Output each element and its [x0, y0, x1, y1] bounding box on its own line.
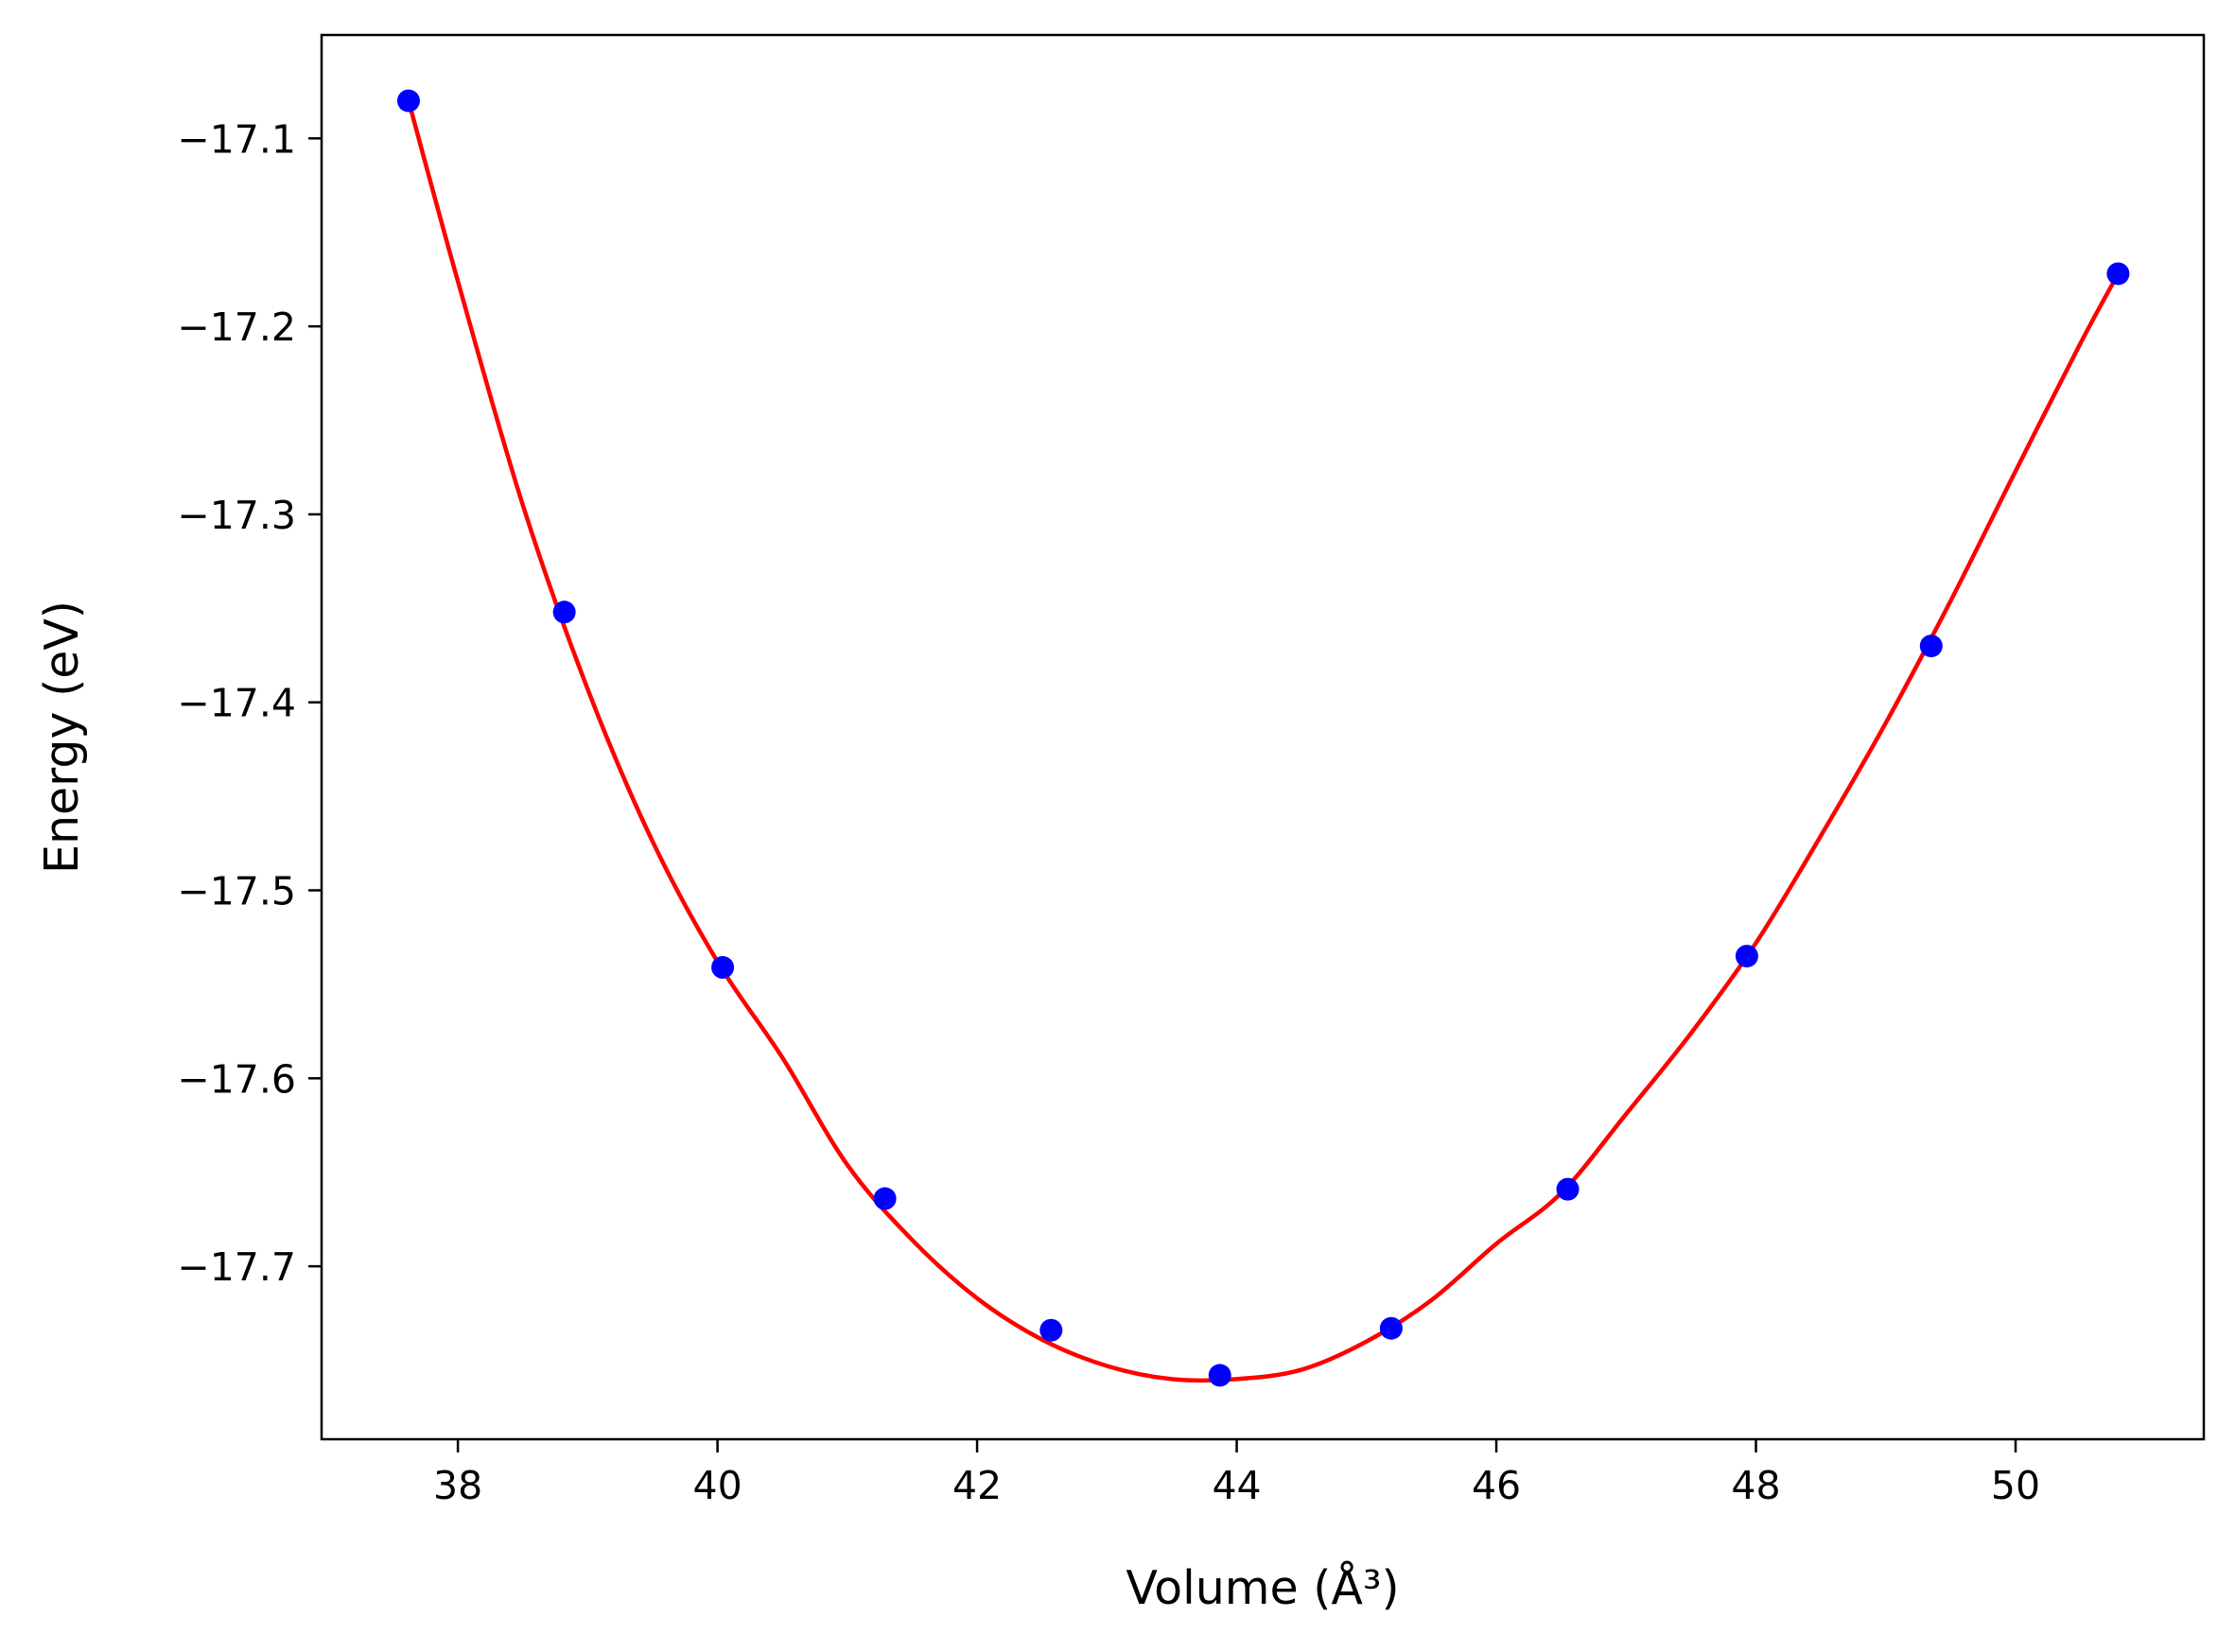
x-tick-label: 50 [1991, 1463, 2040, 1508]
y-axis-title: Energy (eV) [35, 600, 89, 874]
y-tick-label: −17.7 [177, 1244, 296, 1290]
plot-frame [320, 33, 2206, 1441]
x-tick-label: 42 [952, 1463, 1002, 1508]
data-point [1208, 1364, 1231, 1387]
fit-curve-line [406, 98, 2121, 1383]
data-point [711, 956, 735, 980]
x-axis-ticks: 38 40 42 44 46 48 50 [433, 1439, 2040, 1508]
x-axis-title: Volume (Å³) [1126, 1559, 1399, 1615]
data-point [1919, 635, 1943, 658]
y-tick-label: −17.5 [177, 869, 296, 914]
series-layer [396, 89, 2130, 1387]
x-tick-label: 44 [1212, 1463, 1261, 1508]
x-tick-label: 38 [433, 1463, 482, 1508]
plot-area [322, 35, 2204, 1439]
y-tick-label: −17.6 [177, 1056, 296, 1102]
data-point [2106, 262, 2130, 286]
data-point [1556, 1177, 1580, 1201]
data-point [873, 1187, 897, 1210]
y-tick-label: −17.1 [177, 116, 296, 162]
y-tick-label: −17.4 [177, 681, 296, 726]
data-point [1735, 945, 1758, 968]
y-tick-label: −17.2 [177, 304, 296, 350]
x-tick-label: 46 [1472, 1463, 1521, 1508]
y-tick-label: −17.3 [177, 493, 296, 538]
y-axis-ticks: −17.1 −17.2 −17.3 −17.4 −17.5 −17.6 −17.7 [177, 116, 322, 1290]
x-tick-label: 40 [693, 1463, 742, 1508]
data-point [396, 89, 420, 113]
data-point [1379, 1316, 1403, 1340]
data-point [552, 600, 576, 624]
x-tick-label: 48 [1731, 1463, 1780, 1508]
data-point [1039, 1318, 1063, 1342]
